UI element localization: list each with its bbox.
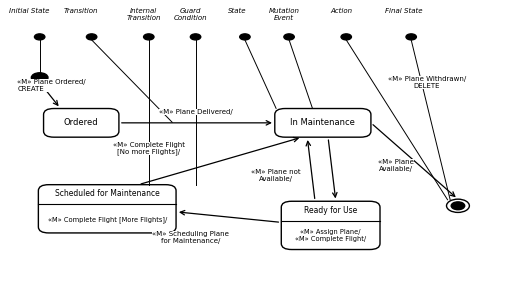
- Circle shape: [406, 34, 416, 40]
- Circle shape: [31, 73, 48, 82]
- Circle shape: [446, 199, 469, 212]
- Text: «M» Plane
Available/: «M» Plane Available/: [378, 158, 414, 171]
- FancyBboxPatch shape: [39, 185, 176, 233]
- Circle shape: [240, 34, 250, 40]
- Text: «M» Plane Ordered/
CREATE: «M» Plane Ordered/ CREATE: [17, 79, 86, 92]
- Circle shape: [86, 34, 97, 40]
- Text: State: State: [228, 8, 246, 14]
- Text: «M» Plane Delivered/: «M» Plane Delivered/: [159, 109, 232, 115]
- Text: Transition: Transition: [64, 8, 98, 14]
- Circle shape: [190, 34, 201, 40]
- Circle shape: [341, 34, 352, 40]
- Circle shape: [284, 34, 294, 40]
- Text: Internal
Transition: Internal Transition: [126, 8, 161, 21]
- Text: Scheduled for Maintenance: Scheduled for Maintenance: [55, 189, 159, 198]
- Text: Mutation
Event: Mutation Event: [268, 8, 300, 21]
- Text: «M» Scheduling Plane
for Maintenance/: «M» Scheduling Plane for Maintenance/: [152, 231, 229, 244]
- Text: «M» Plane not
Available/: «M» Plane not Available/: [251, 169, 301, 182]
- Text: Final State: Final State: [384, 8, 422, 14]
- Circle shape: [451, 202, 465, 210]
- Text: «M» Plane Withdrawn/
DELETE: «M» Plane Withdrawn/ DELETE: [388, 76, 466, 89]
- Text: Ordered: Ordered: [64, 118, 98, 127]
- Text: «M» Complete Flight [More Flights]/: «M» Complete Flight [More Flights]/: [47, 216, 167, 223]
- FancyBboxPatch shape: [44, 108, 119, 137]
- Text: «M» Complete Flight
[No more Flights]/: «M» Complete Flight [No more Flights]/: [113, 142, 185, 155]
- Text: Initial State: Initial State: [9, 8, 49, 14]
- Circle shape: [144, 34, 154, 40]
- Text: Guard
Condition: Guard Condition: [173, 8, 207, 21]
- Text: In Maintenance: In Maintenance: [290, 118, 355, 127]
- Text: Ready for Use: Ready for Use: [304, 206, 357, 215]
- FancyBboxPatch shape: [275, 108, 371, 137]
- Text: «M» Assign Plane/
«M» Complete Flight/: «M» Assign Plane/ «M» Complete Flight/: [295, 229, 366, 242]
- FancyBboxPatch shape: [281, 201, 380, 250]
- Text: Action: Action: [330, 8, 352, 14]
- Circle shape: [34, 34, 45, 40]
